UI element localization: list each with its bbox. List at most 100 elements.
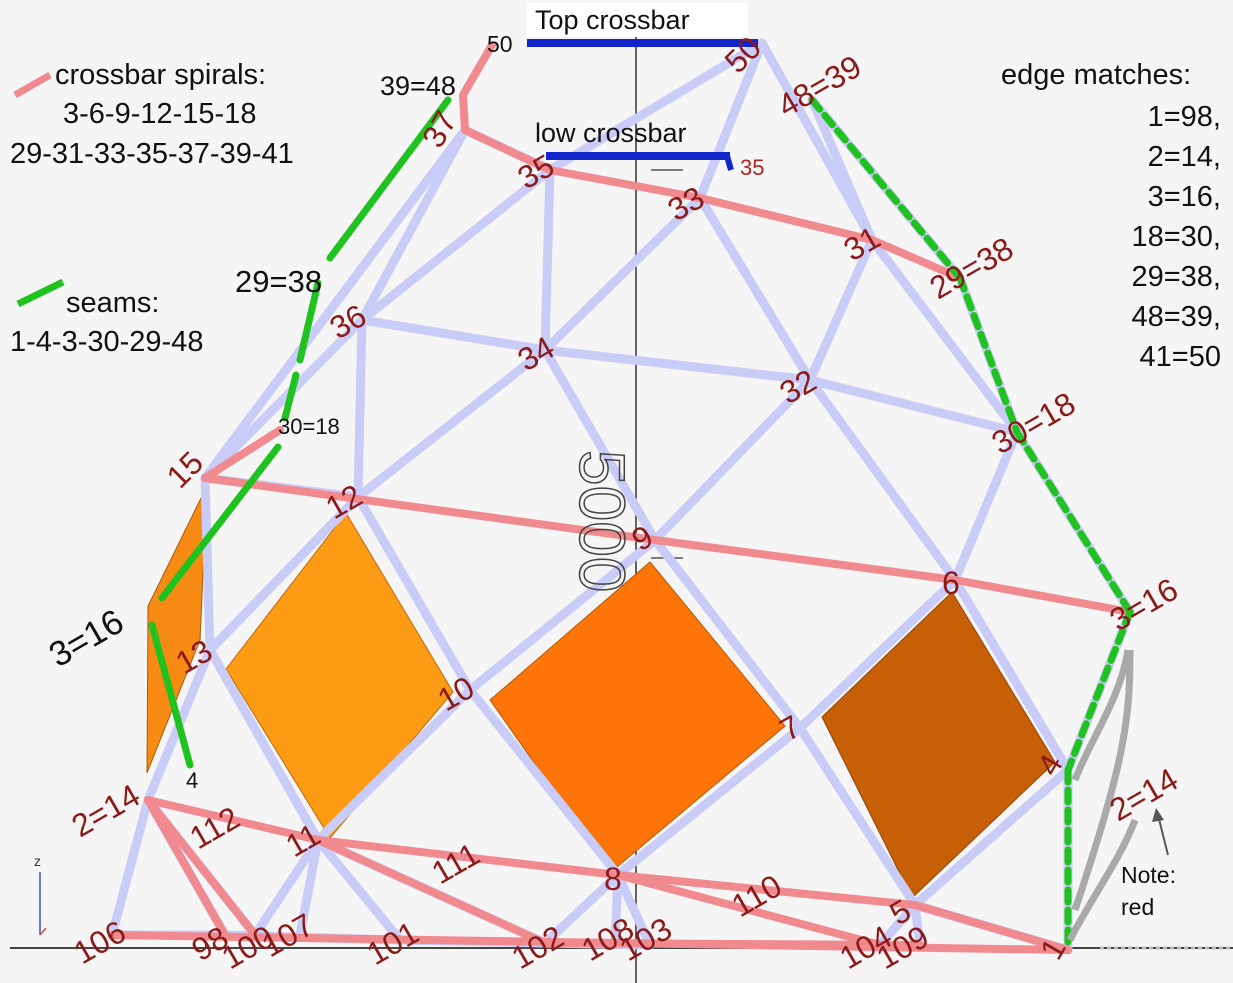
strut-37-36: [357, 125, 470, 325]
strut-11-107: [295, 835, 323, 940]
strut-35-34: [540, 165, 555, 355]
spiral-39-37: [459, 91, 469, 134]
edge-match-item: 48=39,: [1131, 301, 1221, 333]
orange-panel-light: [225, 512, 454, 839]
strut-11-100: [250, 835, 323, 940]
strut-6-7: [795, 575, 960, 733]
edge-match-item: 2=14,: [1147, 141, 1221, 173]
x-axis-gizmo: [39, 927, 47, 936]
strut-14-106: [107, 795, 153, 940]
note-line-2: red: [1121, 894, 1155, 920]
seam-lines: [148, 96, 1134, 954]
node-label-6: 6: [942, 565, 960, 601]
strut-13-11: [205, 645, 323, 845]
edge-matches-heading: edge matches:: [1001, 59, 1192, 91]
seams-heading: seams:: [66, 287, 160, 319]
seam-30-3: [158, 443, 282, 602]
orange-panel-dark: [821, 591, 1056, 899]
note-line-1: Note:: [1121, 862, 1176, 888]
strut-7-5: [795, 723, 920, 910]
annotation-l50: 50: [487, 31, 513, 57]
strut-15-13: [200, 473, 215, 655]
orange-panel-mid: [489, 561, 786, 873]
strut-35-36: [357, 165, 555, 325]
seam-29-30: [296, 279, 322, 364]
seam-3-4r: [1064, 608, 1134, 774]
strut-5-104: [875, 900, 920, 950]
spiral-15-30: [201, 426, 284, 482]
strut-36-12: [353, 315, 367, 502]
spirals-line-2: 29-31-33-35-37-39-41: [10, 138, 294, 170]
side-bracket: [1066, 649, 1139, 942]
node-label-106: 106: [68, 913, 132, 971]
strut-50-33: [695, 38, 767, 203]
low-crossbar-hook: [724, 155, 734, 171]
strut-32-18: [805, 375, 1022, 437]
seam-30-3r: [1013, 428, 1134, 616]
seam-legend-swatch: [16, 278, 65, 308]
node-label-29: 29=38: [924, 230, 1020, 306]
annotation-l35: 35: [740, 155, 764, 180]
node-label-31: 31: [838, 219, 887, 268]
strut-36-34: [357, 315, 550, 355]
strut-6-4: [950, 575, 1073, 775]
node-label-101: 101: [361, 914, 425, 972]
spiral-15-9: [201, 474, 659, 544]
spiral-11-8: [314, 836, 622, 879]
edge-match-item: 41=50: [1139, 341, 1221, 373]
edge-match-item: 29=38,: [1131, 261, 1221, 293]
edge-matches-list: 1=98, 2=14, 3=16, 18=30, 29=38, 48=39, 41=50: [1131, 97, 1221, 377]
edge-match-item: 18=30,: [1131, 221, 1221, 253]
strut-5-109: [910, 900, 925, 950]
spiral-31-29: [868, 236, 964, 282]
spiral-14-11: [144, 796, 322, 844]
strut-18-6: [950, 427, 1022, 585]
spiral-legend-swatch: [13, 71, 52, 99]
spiral-9-6: [651, 536, 959, 584]
strut-8-102: [540, 870, 623, 948]
spiral-6-3: [951, 576, 1134, 616]
crossbar-spiral-lines: [108, 41, 1134, 954]
annotation-l3_16: 3=16: [43, 602, 131, 675]
strut-9-10: [465, 535, 660, 695]
strut-8-108: [610, 870, 623, 948]
z-axis-label: z: [34, 853, 41, 869]
note-arrow: [1157, 814, 1169, 856]
spiral-11-102: [314, 836, 549, 947]
strut-10-8: [465, 685, 623, 880]
strut-7-8: [613, 723, 805, 880]
strut-34-9: [540, 345, 660, 545]
edge-match-item: 3=16,: [1147, 181, 1221, 213]
strut-10-11: [313, 685, 475, 845]
strut-13-12: [205, 492, 363, 655]
spiral-8-5: [614, 871, 919, 909]
strut-31-18: [867, 235, 1022, 437]
strut-11-101: [313, 835, 405, 945]
node-label-8: 8: [604, 861, 622, 897]
strut-35-50: [545, 38, 767, 175]
low-crossbar-title: low crossbar: [535, 118, 687, 148]
note-arrow-head: [1152, 808, 1164, 822]
annotation-l39_48: 39=48: [380, 71, 456, 101]
strut-8-103: [613, 870, 655, 950]
strut-12-10: [353, 492, 475, 695]
strut-48-31: [807, 95, 877, 245]
spiral-14-98: [144, 796, 229, 939]
strut-33-32: [695, 193, 815, 385]
annotation-l30_18: 30=18: [278, 414, 340, 439]
strut-32-9: [650, 375, 815, 545]
strut-36-15: [200, 315, 367, 483]
spirals-line-1: 3-6-9-12-15-18: [63, 98, 257, 130]
spiral-39-50: [459, 41, 496, 99]
spiral-33-31: [696, 194, 876, 244]
spirals-heading: crossbar spirals:: [55, 59, 267, 91]
spiral-102-109: [541, 939, 924, 949]
annotation-l29_38: 29=38: [235, 264, 322, 299]
node-label-111: 111: [426, 836, 486, 891]
annotation-l4: 4: [186, 768, 198, 793]
strut-31-32: [805, 235, 877, 385]
spiral-14-100: [144, 796, 259, 939]
strut-37-15: [200, 125, 470, 483]
